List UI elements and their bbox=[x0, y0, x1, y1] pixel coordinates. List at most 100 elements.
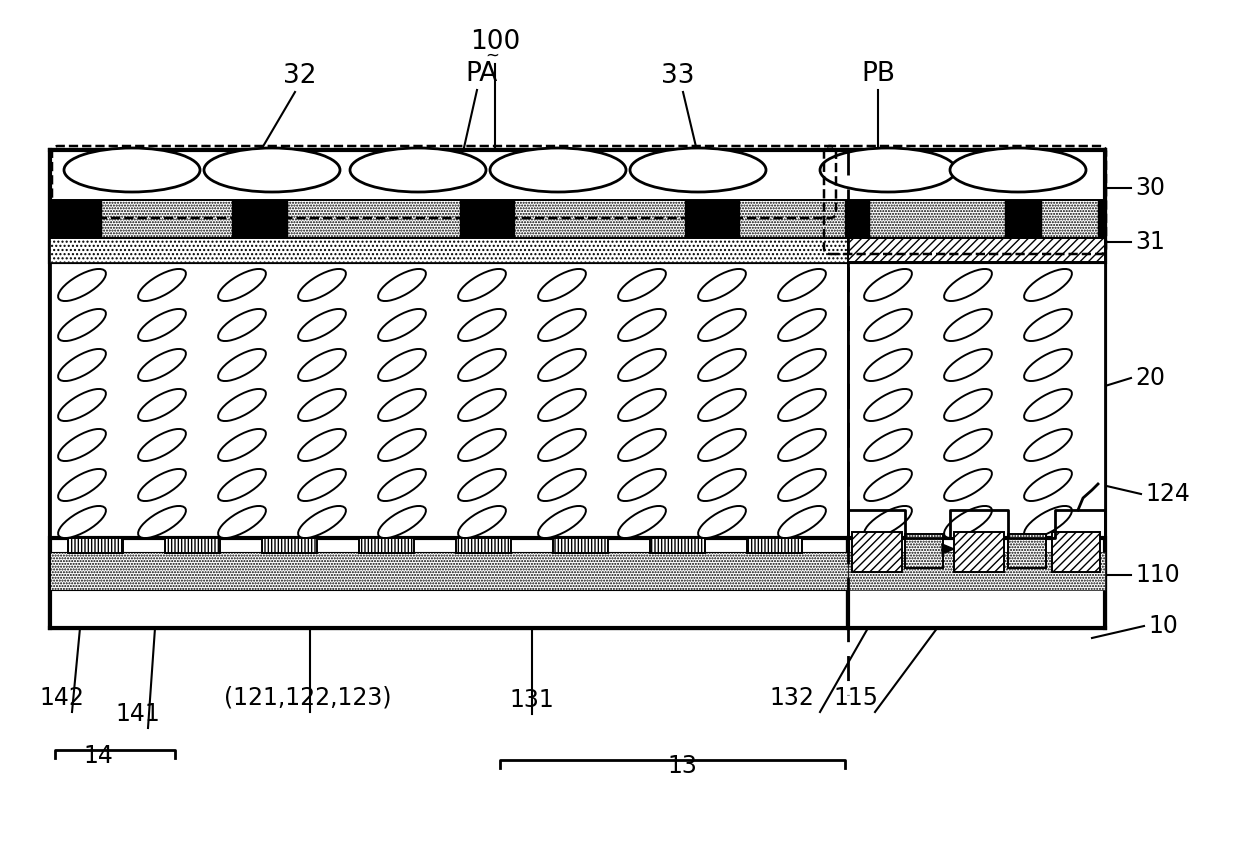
Text: (121,122,123): (121,122,123) bbox=[224, 686, 392, 710]
Ellipse shape bbox=[777, 349, 826, 381]
Ellipse shape bbox=[944, 389, 992, 421]
Ellipse shape bbox=[378, 389, 425, 421]
Bar bbox=[650, 538, 706, 553]
Ellipse shape bbox=[298, 389, 346, 421]
Bar bbox=[848, 552, 1105, 590]
Ellipse shape bbox=[458, 309, 506, 341]
Text: 141: 141 bbox=[115, 702, 160, 726]
Ellipse shape bbox=[538, 469, 587, 501]
Ellipse shape bbox=[138, 349, 186, 381]
Ellipse shape bbox=[698, 506, 746, 538]
Bar bbox=[50, 200, 1105, 238]
Bar bbox=[515, 200, 684, 238]
Ellipse shape bbox=[618, 309, 666, 341]
Ellipse shape bbox=[944, 469, 992, 501]
Ellipse shape bbox=[1024, 349, 1071, 381]
Ellipse shape bbox=[218, 506, 265, 538]
Ellipse shape bbox=[944, 309, 992, 341]
Text: 142: 142 bbox=[40, 686, 84, 710]
Ellipse shape bbox=[864, 506, 911, 538]
Text: 110: 110 bbox=[1135, 563, 1179, 587]
Ellipse shape bbox=[618, 506, 666, 538]
Bar bbox=[360, 538, 414, 553]
Ellipse shape bbox=[298, 269, 346, 301]
Ellipse shape bbox=[618, 429, 666, 461]
Ellipse shape bbox=[538, 309, 587, 341]
Bar bbox=[848, 262, 1105, 538]
Ellipse shape bbox=[618, 389, 666, 421]
Bar bbox=[553, 538, 608, 553]
Ellipse shape bbox=[378, 506, 425, 538]
Ellipse shape bbox=[378, 309, 425, 341]
Bar bbox=[848, 238, 1105, 262]
Ellipse shape bbox=[58, 506, 105, 538]
Ellipse shape bbox=[138, 506, 186, 538]
Ellipse shape bbox=[378, 469, 425, 501]
Ellipse shape bbox=[138, 469, 186, 501]
Bar bbox=[456, 538, 511, 553]
Ellipse shape bbox=[538, 429, 587, 461]
Ellipse shape bbox=[777, 429, 826, 461]
Ellipse shape bbox=[1024, 429, 1071, 461]
Ellipse shape bbox=[630, 148, 766, 192]
Ellipse shape bbox=[138, 309, 186, 341]
Text: 124: 124 bbox=[1145, 482, 1190, 506]
Bar bbox=[50, 552, 848, 590]
Ellipse shape bbox=[458, 349, 506, 381]
Ellipse shape bbox=[618, 349, 666, 381]
Text: 13: 13 bbox=[667, 754, 697, 778]
Bar bbox=[102, 200, 232, 238]
Bar bbox=[288, 200, 460, 238]
Bar bbox=[870, 200, 1004, 238]
Ellipse shape bbox=[218, 469, 265, 501]
Ellipse shape bbox=[698, 389, 746, 421]
Ellipse shape bbox=[864, 469, 911, 501]
Ellipse shape bbox=[58, 469, 105, 501]
Ellipse shape bbox=[820, 148, 956, 192]
Ellipse shape bbox=[698, 349, 746, 381]
Ellipse shape bbox=[618, 469, 666, 501]
Ellipse shape bbox=[458, 469, 506, 501]
Ellipse shape bbox=[777, 469, 826, 501]
Ellipse shape bbox=[58, 309, 105, 341]
Bar bbox=[954, 532, 1004, 572]
Ellipse shape bbox=[58, 429, 105, 461]
Text: 14: 14 bbox=[83, 744, 113, 768]
Bar bbox=[1052, 532, 1100, 572]
Ellipse shape bbox=[1024, 269, 1071, 301]
Bar bbox=[288, 200, 460, 238]
Ellipse shape bbox=[298, 349, 346, 381]
Ellipse shape bbox=[298, 469, 346, 501]
Text: 131: 131 bbox=[510, 688, 554, 712]
Bar bbox=[1042, 200, 1097, 238]
Ellipse shape bbox=[944, 506, 992, 538]
Text: 33: 33 bbox=[661, 63, 694, 89]
Text: 100: 100 bbox=[470, 29, 520, 55]
Bar bbox=[740, 200, 844, 238]
Ellipse shape bbox=[58, 349, 105, 381]
Ellipse shape bbox=[1024, 469, 1071, 501]
Ellipse shape bbox=[378, 349, 425, 381]
Text: 20: 20 bbox=[1135, 366, 1166, 390]
Ellipse shape bbox=[205, 148, 340, 192]
Ellipse shape bbox=[1024, 309, 1071, 341]
Ellipse shape bbox=[458, 429, 506, 461]
Ellipse shape bbox=[218, 269, 265, 301]
Text: 10: 10 bbox=[1148, 614, 1178, 638]
Ellipse shape bbox=[864, 309, 911, 341]
Text: 32: 32 bbox=[283, 63, 316, 89]
Polygon shape bbox=[942, 544, 954, 554]
Ellipse shape bbox=[218, 349, 265, 381]
Ellipse shape bbox=[777, 309, 826, 341]
Ellipse shape bbox=[58, 389, 105, 421]
Ellipse shape bbox=[698, 469, 746, 501]
Ellipse shape bbox=[58, 269, 105, 301]
Ellipse shape bbox=[618, 269, 666, 301]
Ellipse shape bbox=[138, 269, 186, 301]
Ellipse shape bbox=[1024, 389, 1071, 421]
Ellipse shape bbox=[458, 269, 506, 301]
Ellipse shape bbox=[1024, 506, 1071, 538]
Ellipse shape bbox=[218, 429, 265, 461]
Ellipse shape bbox=[864, 389, 911, 421]
Text: PB: PB bbox=[861, 61, 895, 87]
